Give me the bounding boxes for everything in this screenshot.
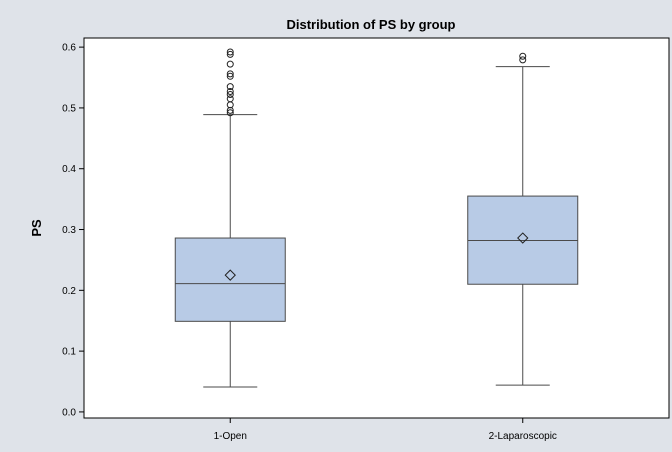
- outlier-point: [226, 70, 234, 78]
- y-tick-label: 0.2: [62, 286, 76, 297]
- mean-marker: [517, 232, 529, 244]
- outlier-point: [226, 50, 234, 58]
- boxes: [174, 48, 579, 388]
- outlier-point: [519, 52, 527, 60]
- outlier-point: [226, 60, 234, 68]
- x-tick-label: 1-Open: [214, 431, 247, 442]
- y-tick-label: 0.4: [62, 164, 76, 175]
- outlier-point: [226, 109, 234, 117]
- y-tick-label: 0.3: [62, 225, 76, 236]
- outlier-point: [226, 48, 234, 56]
- outlier-point: [226, 91, 234, 99]
- box-group: [467, 52, 579, 386]
- chart-title: Distribution of PS by group: [287, 17, 456, 32]
- y-tick-label: 0.5: [62, 103, 76, 114]
- x-tick-label: 2-Laparoscopic: [489, 431, 557, 442]
- y-axis: 0.0 0.1 0.2 0.3 0.4 0.5 0.6: [62, 43, 84, 418]
- y-tick-label: 0.1: [62, 347, 76, 358]
- mean-marker: [224, 269, 236, 281]
- x-axis: 1-Open 2-Laparoscopic: [214, 418, 557, 442]
- outlier-point: [226, 88, 234, 96]
- outlier-point: [226, 95, 234, 103]
- outlier-point: [226, 72, 234, 80]
- outlier-point: [519, 56, 527, 64]
- y-tick-label: 0.0: [62, 407, 76, 418]
- y-tick-label: 0.6: [62, 43, 76, 54]
- box-group: [174, 48, 286, 388]
- outlier-point: [226, 83, 234, 91]
- plot-area: [83, 37, 670, 419]
- y-axis-label: PS: [29, 219, 44, 237]
- outlier-point: [226, 106, 234, 114]
